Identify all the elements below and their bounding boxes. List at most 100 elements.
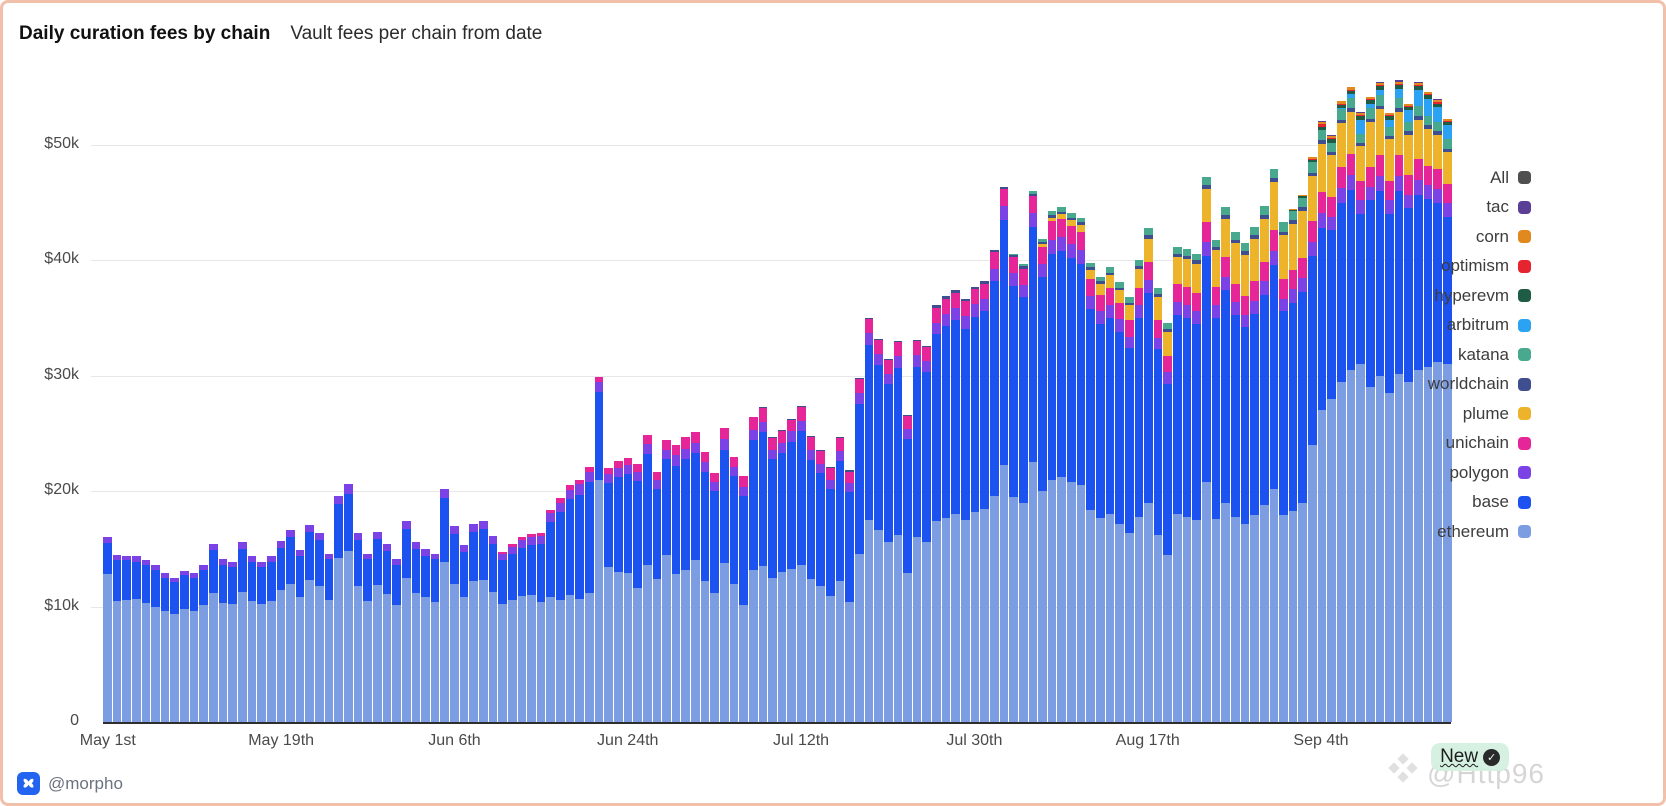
bar-segment-polygon[interactable]	[189, 573, 199, 578]
bar-day-49[interactable]	[575, 479, 585, 722]
bar-segment-corn[interactable]	[1346, 87, 1356, 90]
bar-day-51[interactable]	[594, 377, 604, 722]
bar-segment-base[interactable]	[922, 372, 932, 542]
bar-day-107[interactable]	[1134, 260, 1144, 722]
bar-segment-ethereum[interactable]	[748, 569, 758, 722]
bar-segment-ethereum[interactable]	[787, 568, 797, 722]
bar-segment-ethereum[interactable]	[1394, 373, 1404, 722]
bar-segment-ethereum[interactable]	[816, 585, 826, 722]
bar-day-13[interactable]	[228, 561, 237, 722]
bar-segment-base[interactable]	[652, 488, 662, 579]
bar-segment-ethereum[interactable]	[961, 520, 970, 722]
bar-day-85[interactable]	[922, 345, 932, 722]
bar-segment-ethereum[interactable]	[556, 599, 565, 722]
bar-segment-polygon[interactable]	[1086, 296, 1095, 309]
bar-segment-plume[interactable]	[1153, 297, 1163, 321]
legend-item-katana[interactable]: katana	[1428, 340, 1531, 370]
bar-segment-unichain[interactable]	[835, 438, 845, 451]
bar-day-3[interactable]	[131, 555, 141, 722]
bar-day-34[interactable]	[430, 553, 440, 722]
bar-day-54[interactable]	[623, 457, 633, 722]
bar-segment-polygon[interactable]	[151, 565, 160, 570]
bar-segment-worldchain[interactable]	[1365, 118, 1375, 122]
bar-segment-polygon[interactable]	[835, 450, 845, 462]
bar-segment-polygon[interactable]	[652, 479, 662, 489]
bar-segment-ethereum[interactable]	[199, 605, 209, 722]
bar-segment-tac[interactable]	[1433, 98, 1443, 101]
bar-segment-hyperevm[interactable]	[1346, 90, 1356, 95]
bar-segment-hyperevm[interactable]	[1298, 195, 1308, 199]
bar-segment-ethereum[interactable]	[315, 585, 324, 722]
bar-segment-unichain[interactable]	[536, 532, 546, 537]
bar-segment-worldchain[interactable]	[1086, 267, 1095, 270]
bar-segment-optimism[interactable]	[1327, 138, 1336, 140]
bar-day-27[interactable]	[363, 553, 372, 722]
bar-segment-optimism[interactable]	[1394, 83, 1404, 86]
bar-segment-polygon[interactable]	[536, 536, 546, 545]
bar-segment-plume[interactable]	[1298, 210, 1308, 259]
bar-segment-base[interactable]	[1211, 318, 1221, 519]
bar-day-79[interactable]	[864, 318, 874, 722]
bar-day-22[interactable]	[315, 532, 324, 722]
bar-segment-ethereum[interactable]	[681, 569, 691, 722]
bar-segment-worldchain[interactable]	[1067, 217, 1076, 221]
bar-segment-base[interactable]	[970, 316, 980, 512]
bar-segment-base[interactable]	[932, 334, 941, 522]
bar-segment-base[interactable]	[334, 503, 344, 559]
bar-segment-polygon[interactable]	[286, 530, 295, 538]
bar-segment-corn[interactable]	[1404, 103, 1414, 106]
bar-segment-base[interactable]	[864, 344, 874, 521]
bar-segment-base[interactable]	[266, 561, 276, 601]
bar-day-91[interactable]	[980, 281, 989, 722]
bar-segment-unichain[interactable]	[1414, 158, 1423, 180]
bar-segment-katana[interactable]	[1269, 169, 1279, 179]
bar-day-75[interactable]	[826, 467, 835, 722]
bar-segment-base[interactable]	[527, 545, 536, 596]
bar-day-41[interactable]	[498, 552, 507, 722]
bar-segment-ethereum[interactable]	[180, 608, 189, 722]
bar-segment-ethereum[interactable]	[999, 464, 1009, 722]
bar-segment-base[interactable]	[604, 483, 613, 568]
bar-segment-ethereum[interactable]	[1443, 364, 1452, 722]
bar-segment-ethereum[interactable]	[1240, 523, 1250, 722]
bar-segment-polygon[interactable]	[864, 333, 874, 345]
bar-day-71[interactable]	[787, 418, 797, 722]
bar-segment-ethereum[interactable]	[874, 530, 883, 722]
bar-segment-ethereum[interactable]	[1269, 488, 1279, 722]
bar-segment-polygon[interactable]	[353, 532, 363, 540]
bar-segment-base[interactable]	[1202, 255, 1211, 482]
bar-segment-unichain[interactable]	[1433, 169, 1443, 189]
bar-segment-polygon[interactable]	[1153, 337, 1163, 350]
bar-segment-plume[interactable]	[1385, 139, 1394, 181]
bar-segment-polygon[interactable]	[1057, 237, 1067, 252]
bar-segment-base[interactable]	[1028, 226, 1038, 463]
bar-segment-plume[interactable]	[1086, 269, 1095, 279]
bar-segment-polygon[interactable]	[1202, 241, 1211, 256]
bar-day-2[interactable]	[122, 555, 131, 722]
bar-segment-polygon[interactable]	[922, 360, 932, 373]
bar-segment-corn[interactable]	[1356, 112, 1365, 116]
bar-segment-katana[interactable]	[1230, 231, 1240, 240]
bar-segment-polygon[interactable]	[671, 455, 681, 466]
bar-segment-katana[interactable]	[1086, 262, 1095, 268]
bar-day-17[interactable]	[266, 555, 276, 722]
bar-segment-polygon[interactable]	[1298, 277, 1308, 292]
bar-segment-base[interactable]	[209, 550, 218, 593]
bar-segment-plume[interactable]	[1115, 290, 1124, 304]
bar-segment-ethereum[interactable]	[720, 562, 729, 722]
bar-segment-plume[interactable]	[1269, 181, 1279, 231]
bar-segment-optimism[interactable]	[1346, 89, 1356, 91]
bar-segment-plume[interactable]	[1182, 259, 1192, 287]
bar-segment-polygon[interactable]	[1134, 305, 1144, 319]
bar-segment-worldchain[interactable]	[845, 470, 854, 472]
bar-day-38[interactable]	[469, 523, 478, 722]
bar-segment-ethereum[interactable]	[633, 588, 642, 722]
bar-segment-worldchain[interactable]	[1385, 135, 1394, 140]
bar-segment-ethereum[interactable]	[295, 597, 305, 722]
bar-segment-base[interactable]	[324, 559, 334, 600]
bar-segment-worldchain[interactable]	[777, 430, 787, 432]
bar-segment-unichain[interactable]	[1250, 281, 1259, 301]
bar-segment-base[interactable]	[1250, 313, 1259, 516]
bar-segment-unichain[interactable]	[681, 437, 691, 449]
bar-segment-katana[interactable]	[1346, 97, 1356, 109]
